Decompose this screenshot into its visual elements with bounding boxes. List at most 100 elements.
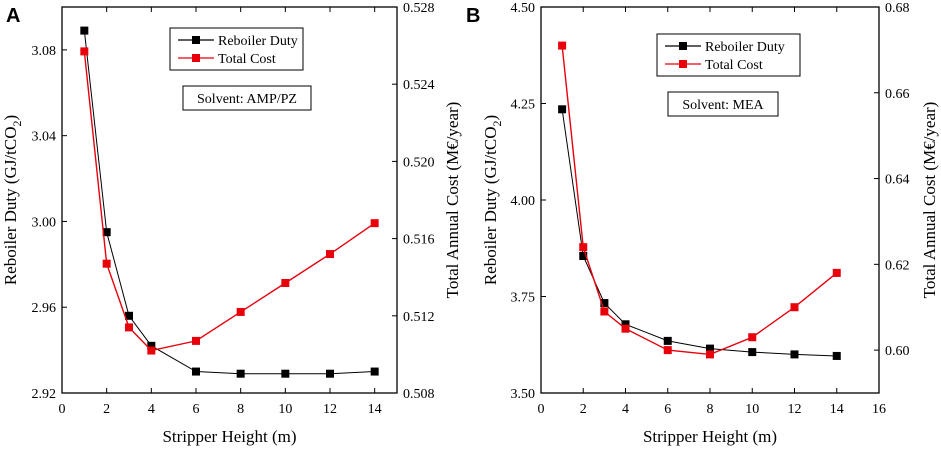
legend-marker	[679, 60, 687, 68]
panel-letter: B	[466, 5, 480, 27]
data-point-reboiler-duty	[706, 344, 714, 353]
data-point-total-cost	[80, 47, 89, 56]
y2-tick-label: 0.64	[885, 173, 910, 188]
x-tick-label: 10	[745, 402, 759, 417]
x-tick-label: 10	[278, 402, 292, 417]
legend-marker	[192, 36, 200, 44]
x-tick-label: 6	[664, 402, 671, 417]
x-tick-label: 0	[59, 402, 66, 417]
y2-tick-label: 0.516	[403, 233, 435, 248]
y2-tick-label: 0.60	[885, 344, 910, 359]
y2-axis-title: Total Annual Cost (M€/year)	[920, 102, 939, 299]
data-point-reboiler-duty	[102, 228, 111, 237]
x-axis-title: Stripper Height (m)	[162, 427, 296, 446]
panel-a: A 0 2 4 6 8 10 12 14 2.92 2.96 3.00 3.04 3.08 0.508 0.5…	[1, 1, 462, 446]
data-point-reboiler-duty	[832, 351, 841, 360]
data-point-total-cost	[600, 307, 609, 316]
legend: Reboiler Duty Total Cost	[169, 27, 304, 71]
annotation-text: Solvent: AMP/PZ	[197, 92, 297, 107]
y-tick-label: 3.00	[32, 215, 57, 230]
legend-label: Total Cost	[705, 58, 763, 73]
data-point-total-cost	[706, 350, 714, 359]
data-point-total-cost	[790, 303, 799, 312]
y2-tick-label: 0.528	[403, 1, 435, 16]
data-point-reboiler-duty	[579, 251, 588, 260]
y2-tick-label: 0.66	[885, 87, 910, 102]
annotation-box	[182, 85, 312, 111]
y-tick-label: 4.50	[511, 1, 536, 16]
annotation-text: Solvent: MEA	[682, 98, 764, 113]
data-point-total-cost	[281, 278, 290, 287]
x-axis-title: Stripper Height (m)	[643, 427, 777, 446]
data-point-reboiler-duty	[370, 367, 379, 376]
data-point-total-cost	[102, 259, 111, 268]
data-point-reboiler-duty	[558, 105, 567, 114]
legend-marker	[192, 54, 200, 62]
legend-box	[169, 27, 304, 71]
data-point-reboiler-duty	[748, 348, 757, 357]
x-tick-label: 6	[193, 402, 200, 417]
y-tick-label: 4.00	[511, 194, 536, 209]
data-point-reboiler-duty	[125, 311, 133, 320]
x-tick-label: 12	[323, 402, 337, 417]
data-point-reboiler-duty	[80, 26, 89, 35]
data-point-reboiler-duty	[192, 367, 200, 376]
y2-axis-title: Total Annual Cost (M€/year)	[443, 102, 462, 299]
legend-label: Reboiler Duty	[705, 40, 785, 55]
data-point-total-cost	[370, 219, 379, 228]
legend-marker	[679, 42, 687, 50]
y-tick-label: 4.25	[511, 98, 536, 113]
data-point-total-cost	[558, 41, 567, 50]
x-tick-label: 14	[368, 402, 382, 417]
data-point-reboiler-duty	[236, 369, 245, 378]
data-point-reboiler-duty	[790, 350, 799, 359]
data-point-total-cost	[832, 268, 841, 277]
panel-letter: A	[6, 5, 20, 27]
y2-tick-label: 0.508	[403, 387, 435, 402]
panel-b: B 0 2 4 6 8 10 12 14 16 3.50 3.75 4.00 4.25 4.50 0.60 0.…	[466, 1, 939, 446]
data-point-total-cost	[192, 336, 200, 345]
x-tick-label: 16	[872, 402, 886, 417]
x-tick-label: 4	[622, 402, 629, 417]
data-point-reboiler-duty	[147, 341, 156, 350]
x-tick-label: 8	[707, 402, 714, 417]
x-tick-label: 2	[580, 402, 587, 417]
y-tick-label: 3.75	[511, 291, 536, 306]
data-point-total-cost	[236, 307, 245, 316]
y2-tick-label: 0.524	[403, 78, 435, 93]
x-tick-label: 8	[237, 402, 244, 417]
data-point-total-cost	[125, 323, 133, 332]
data-point-reboiler-duty	[326, 369, 334, 378]
data-point-reboiler-duty	[663, 336, 672, 345]
plot-frame	[61, 6, 398, 394]
data-point-total-cost	[663, 346, 672, 355]
legend-label: Total Cost	[218, 52, 276, 67]
y-tick-label: 3.04	[32, 130, 57, 145]
data-point-reboiler-duty	[281, 369, 290, 378]
annotation-box	[667, 91, 779, 117]
x-tick-label: 14	[830, 402, 844, 417]
data-point-total-cost	[621, 324, 630, 333]
y-tick-label: 3.08	[32, 44, 57, 59]
y-axis-title: Reboiler Duty (GJ/tCO2)	[481, 115, 504, 285]
legend-label: Reboiler Duty	[218, 34, 298, 49]
y-axis-title: Reboiler Duty (GJ/tCO2)	[1, 115, 24, 285]
data-point-total-cost	[147, 346, 156, 355]
legend-box	[656, 33, 801, 77]
x-tick-label: 12	[788, 402, 802, 417]
y-tick-label: 2.92	[32, 387, 57, 402]
y-tick-label: 3.50	[511, 387, 536, 402]
x-tick-label: 2	[103, 402, 110, 417]
series-line-reboiler-duty	[561, 109, 837, 357]
y-tick-label: 2.96	[32, 301, 57, 316]
data-point-total-cost	[326, 250, 334, 259]
y2-tick-label: 0.512	[403, 310, 435, 325]
y2-tick-label: 0.68	[885, 1, 910, 16]
data-point-total-cost	[579, 243, 588, 252]
x-tick-label: 0	[538, 402, 545, 417]
x-tick-label: 4	[148, 402, 155, 417]
data-point-total-cost	[748, 333, 757, 342]
data-point-reboiler-duty	[621, 320, 630, 329]
legend: Reboiler Duty Total Cost	[656, 33, 801, 77]
